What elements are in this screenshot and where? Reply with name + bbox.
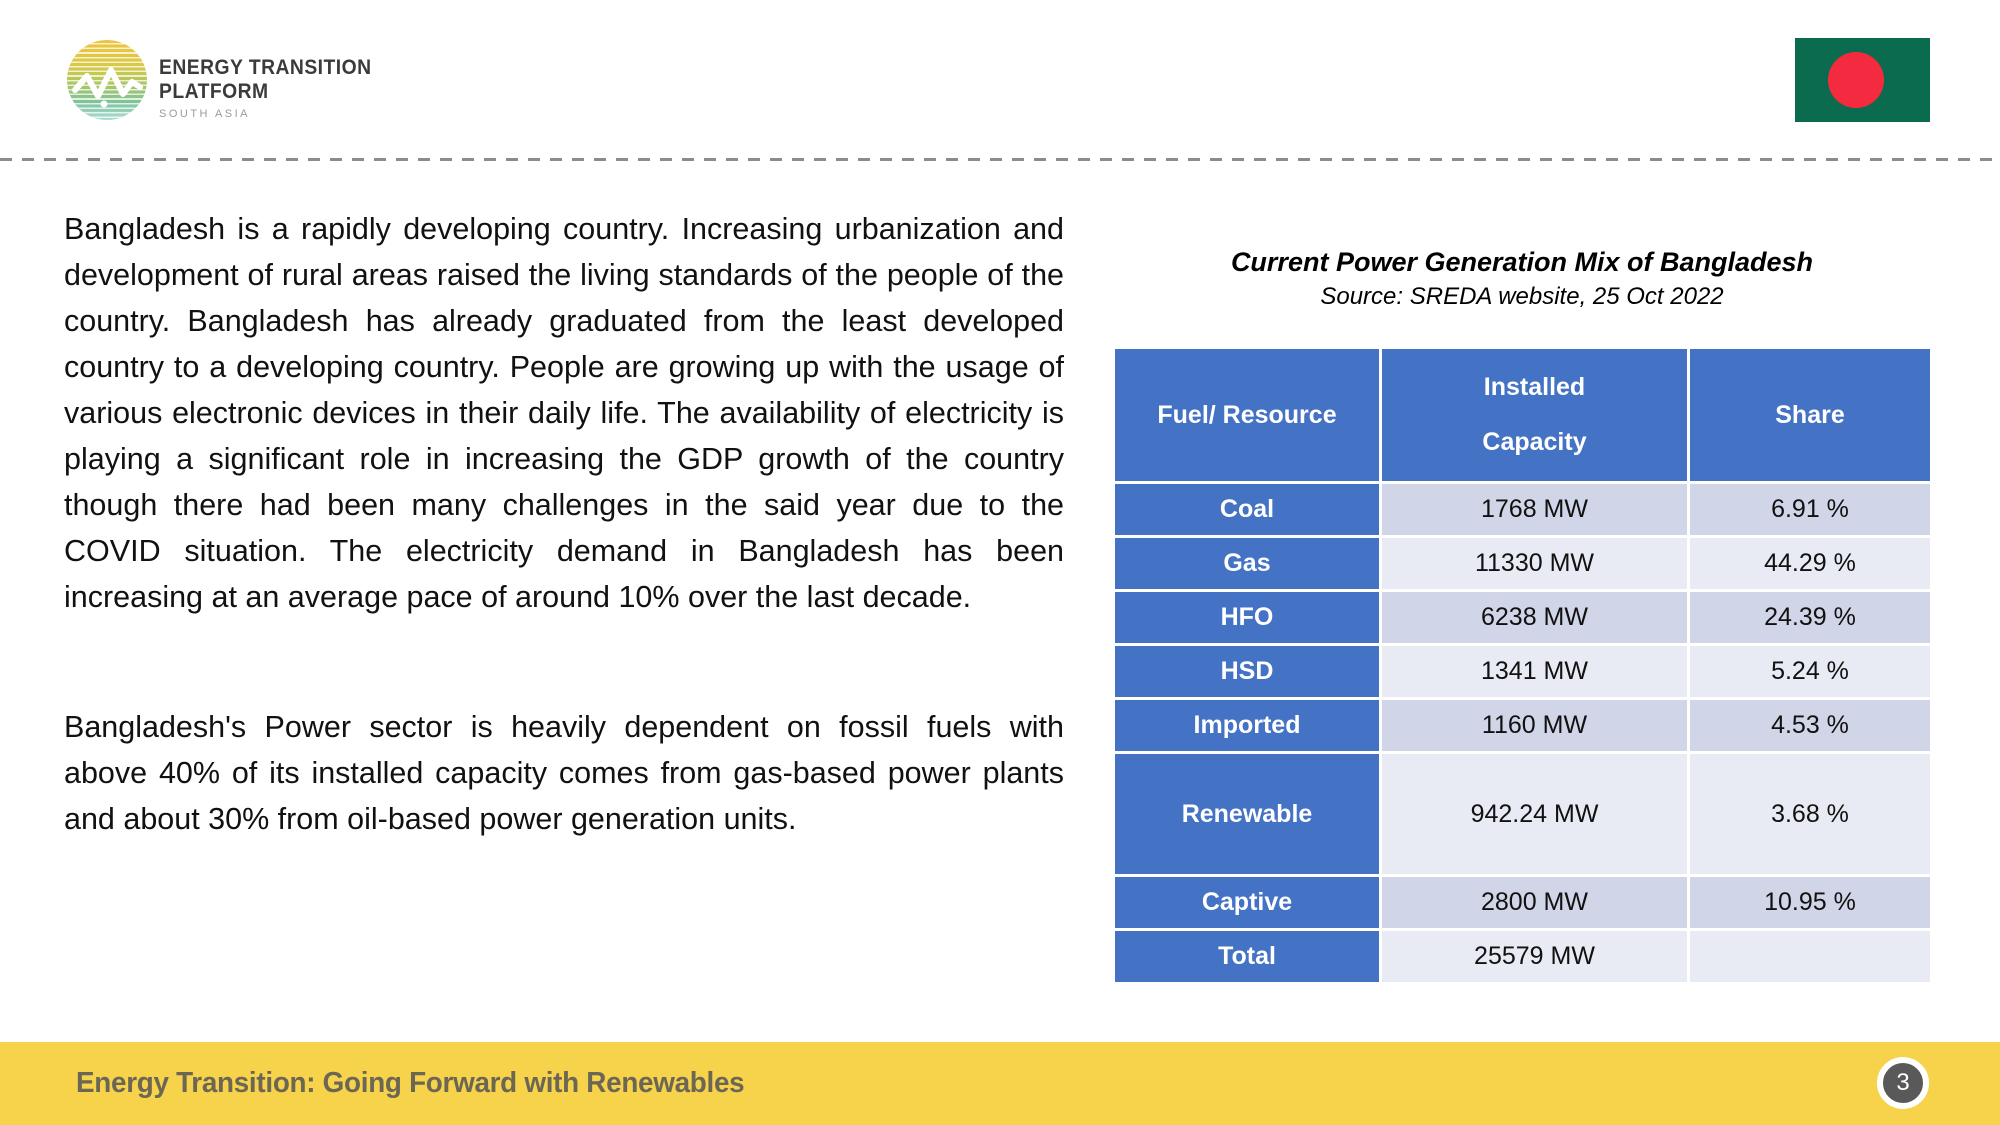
logo-subtitle: SOUTH ASIA <box>159 108 251 120</box>
table-row: Renewable 942.24 MW 3.68 % <box>1115 754 1930 874</box>
table-row: Gas 11330 MW 44.29 % <box>1115 538 1930 589</box>
share-cell: 3.68 % <box>1690 754 1930 874</box>
fuel-cell: Captive <box>1115 877 1379 928</box>
capacity-cell: 6238 MW <box>1382 592 1687 643</box>
table-row: Imported 1160 MW 4.53 % <box>1115 700 1930 751</box>
fuel-cell: Total <box>1115 931 1379 982</box>
capacity-cell: 2800 MW <box>1382 877 1687 928</box>
footer-bar: Energy Transition: Going Forward with Re… <box>0 1042 2000 1125</box>
fuel-cell: Coal <box>1115 484 1379 535</box>
header-fuel-resource: Fuel/ Resource <box>1115 349 1379 481</box>
share-cell: 4.53 % <box>1690 700 1930 751</box>
logo-title-line1: ENERGY TRANSITION <box>159 56 372 79</box>
share-cell: 10.95 % <box>1690 877 1930 928</box>
share-cell <box>1690 931 1930 982</box>
capacity-cell: 11330 MW <box>1382 538 1687 589</box>
table-row: Coal 1768 MW 6.91 % <box>1115 484 1930 535</box>
fuel-cell: Imported <box>1115 700 1379 751</box>
fuel-cell: Gas <box>1115 538 1379 589</box>
logo-waveform-icon <box>72 67 143 108</box>
paragraph-2: Bangladesh's Power sector is heavily dep… <box>64 710 1064 836</box>
footer-title: Energy Transition: Going Forward with Re… <box>76 1067 745 1099</box>
share-cell: 44.29 % <box>1690 538 1930 589</box>
table-header-row: Fuel/ Resource Installed Capacity Share <box>1115 349 1930 481</box>
fuel-cell: Renewable <box>1115 754 1379 874</box>
table-body: Coal 1768 MW 6.91 % Gas 11330 MW 44.29 % HFO 62… <box>1115 484 1930 982</box>
bangladesh-flag-icon <box>1795 38 1930 122</box>
fuel-cell: HSD <box>1115 646 1379 697</box>
flag-red-circle <box>1828 52 1884 108</box>
body-text-block: Bangladesh is a rapidly developing count… <box>64 206 1064 842</box>
capacity-cell: 1341 MW <box>1382 646 1687 697</box>
share-cell: 24.39 % <box>1690 592 1930 643</box>
table-source: Source: SREDA website, 25 Oct 2022 <box>1320 283 1724 310</box>
capacity-cell: 1768 MW <box>1382 484 1687 535</box>
header-share: Share <box>1690 349 1930 481</box>
page-number-badge: 3 <box>1877 1057 1929 1109</box>
page-number: 3 <box>1896 1069 1910 1096</box>
capacity-cell: 25579 MW <box>1382 931 1687 982</box>
logo-title-line2: PLATFORM <box>159 80 269 103</box>
capacity-cell: 1160 MW <box>1382 700 1687 751</box>
fuel-cell: HFO <box>1115 592 1379 643</box>
table-row: Total 25579 MW <box>1115 931 1930 982</box>
share-cell: 6.91 % <box>1690 484 1930 535</box>
share-cell: 5.24 % <box>1690 646 1930 697</box>
table-row: Captive 2800 MW 10.95 % <box>1115 877 1930 928</box>
capacity-cell: 942.24 MW <box>1382 754 1687 874</box>
logo-wordmark: ENERGY TRANSITION PLATFORM SOUTH ASIA <box>159 56 390 120</box>
table-title: Current Power Generation Mix of Banglade… <box>1230 247 1814 277</box>
dashed-divider <box>0 158 2000 161</box>
header-installed-capacity: Installed Capacity <box>1382 349 1687 481</box>
paragraph-1: Bangladesh is a rapidly developing count… <box>64 212 1064 614</box>
table-row: HFO 6238 MW 24.39 % <box>1115 592 1930 643</box>
power-mix-table: Fuel/ Resource Installed Capacity Share … <box>1112 346 1933 985</box>
table-row: HSD 1341 MW 5.24 % <box>1115 646 1930 697</box>
